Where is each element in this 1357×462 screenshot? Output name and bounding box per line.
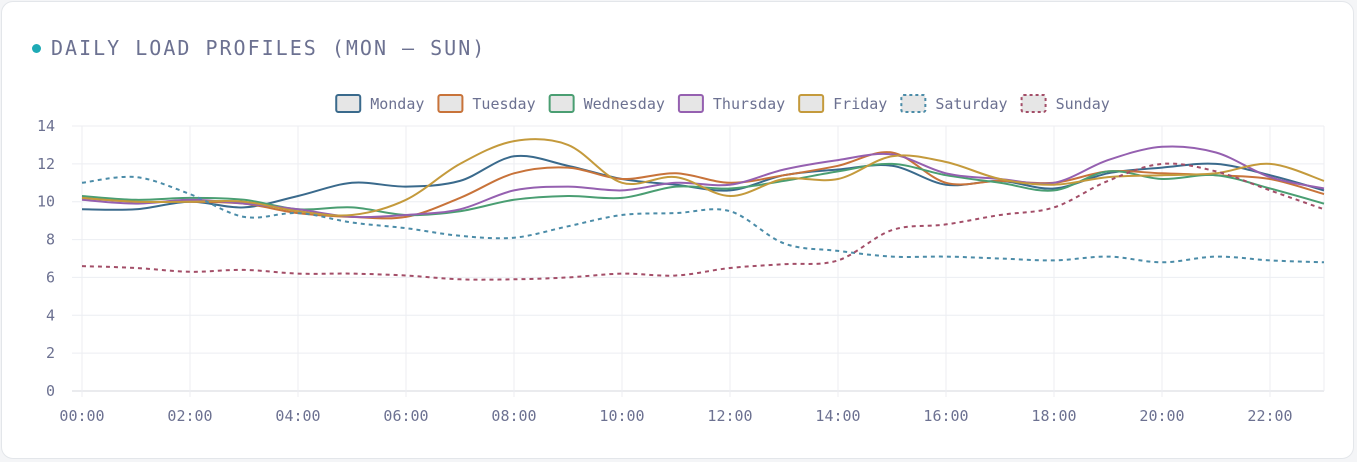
y-tick-label: 12 xyxy=(37,155,55,173)
legend-swatch-friday xyxy=(798,94,825,113)
legend-label-saturday: Saturday xyxy=(935,95,1007,113)
legend-label-friday: Friday xyxy=(833,95,887,113)
title-row: DAILY LOAD PROFILES (MON – SUN) xyxy=(32,35,486,61)
x-tick-label: 02:00 xyxy=(167,407,212,425)
legend-label-tuesday: Tuesday xyxy=(472,95,535,113)
x-tick-label: 04:00 xyxy=(275,407,320,425)
x-tick-label: 18:00 xyxy=(1031,407,1076,425)
series-line-thursday xyxy=(81,145,1325,219)
y-tick-label: 14 xyxy=(37,117,55,135)
chart-title: DAILY LOAD PROFILES (MON – SUN) xyxy=(51,36,487,60)
x-tick-label: 10:00 xyxy=(599,407,644,425)
legend-label-wednesday: Wednesday xyxy=(584,95,665,113)
series-line-tuesday xyxy=(81,151,1325,220)
legend-label-thursday: Thursday xyxy=(713,95,785,113)
legend-swatch-saturday xyxy=(900,94,927,113)
x-tick-label: 16:00 xyxy=(923,407,968,425)
legend-swatch-thursday xyxy=(677,94,704,113)
legend-swatch-monday xyxy=(335,94,362,113)
y-tick-label: 4 xyxy=(46,306,55,324)
y-tick-label: 2 xyxy=(46,344,55,362)
x-tick-label: 20:00 xyxy=(1139,407,1184,425)
y-tick-label: 6 xyxy=(46,268,55,286)
y-tick-label: 8 xyxy=(46,231,55,249)
series-line-sunday xyxy=(81,162,1325,281)
legend-swatch-sunday xyxy=(1020,94,1047,113)
title-dot-icon xyxy=(32,43,41,53)
legend-label-sunday: Sunday xyxy=(1056,95,1110,113)
x-tick-label: 22:00 xyxy=(1247,407,1292,425)
x-tick-label: 00:00 xyxy=(59,407,104,425)
x-tick-label: 14:00 xyxy=(815,407,860,425)
series-line-friday xyxy=(81,138,1325,217)
x-tick-label: 12:00 xyxy=(707,407,752,425)
x-tick-label: 06:00 xyxy=(383,407,428,425)
legend-swatch-wednesday xyxy=(548,94,575,113)
x-tick-label: 08:00 xyxy=(491,407,536,425)
y-tick-label: 10 xyxy=(37,193,55,211)
legend-swatch-tuesday xyxy=(437,94,464,113)
series-line-monday xyxy=(81,154,1325,211)
y-tick-label: 0 xyxy=(46,382,55,400)
legend-label-monday: Monday xyxy=(370,95,424,113)
